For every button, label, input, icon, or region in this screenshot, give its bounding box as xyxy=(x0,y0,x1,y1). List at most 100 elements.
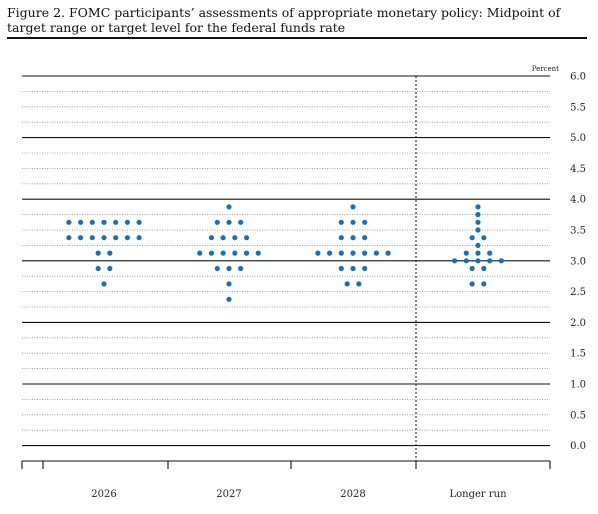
y-tick-label: 2.5 xyxy=(570,287,586,298)
participant-dot xyxy=(350,250,356,256)
participant-dot xyxy=(78,219,84,225)
participant-dot xyxy=(208,250,215,256)
participant-dot xyxy=(498,258,504,264)
participant-dot xyxy=(475,227,481,233)
participant-dot xyxy=(208,235,215,241)
participant-dot xyxy=(101,281,107,287)
participant-dot xyxy=(373,250,379,256)
gridlines xyxy=(22,75,550,447)
participant-dot xyxy=(487,258,493,264)
participant-dot xyxy=(338,219,344,225)
participant-dot xyxy=(66,219,72,225)
participant-dot xyxy=(78,235,84,241)
participant-dot xyxy=(452,258,458,264)
y-tick-label: 1.5 xyxy=(570,349,586,360)
participant-dot xyxy=(385,250,391,256)
participant-dot xyxy=(214,265,220,272)
participant-dot xyxy=(362,219,368,225)
participant-dot xyxy=(475,242,481,248)
participant-dot xyxy=(226,265,232,272)
y-tick-label: 0.0 xyxy=(570,441,586,452)
title-rule xyxy=(7,37,587,39)
participant-dot xyxy=(226,219,232,225)
participant-dot xyxy=(362,265,368,272)
participant-dot xyxy=(315,250,321,256)
participant-dot xyxy=(469,281,475,287)
x-category-label: 2026 xyxy=(91,489,116,500)
participant-dot xyxy=(463,250,469,256)
participant-dot xyxy=(463,258,469,264)
participant-dot xyxy=(101,219,107,225)
x-category-label: 2028 xyxy=(340,489,365,500)
participant-dot xyxy=(487,250,493,256)
participant-dot xyxy=(362,235,368,241)
participant-dot xyxy=(232,235,238,241)
participant-dots xyxy=(66,204,504,302)
participant-dot xyxy=(113,219,119,225)
participant-dot xyxy=(338,265,344,272)
participant-dot xyxy=(481,281,487,287)
participant-dot xyxy=(136,219,142,225)
y-tick-label: 5.5 xyxy=(570,102,586,113)
y-tick-label: 6.0 xyxy=(570,72,586,83)
x-category-label: Longer run xyxy=(449,489,507,500)
participant-dot xyxy=(232,250,238,256)
x-category-label: 2027 xyxy=(216,489,241,500)
participant-dot xyxy=(469,235,475,241)
participant-dot xyxy=(238,265,244,272)
participant-dot xyxy=(327,250,333,256)
participant-dot xyxy=(255,250,261,256)
participant-dot xyxy=(66,235,72,241)
participant-dot xyxy=(475,250,481,256)
y-tick-label: 1.0 xyxy=(570,380,586,391)
y-tick-label: 5.0 xyxy=(570,133,586,144)
participant-dot xyxy=(481,265,487,272)
axes xyxy=(21,76,551,469)
participant-dot xyxy=(243,235,250,241)
participant-dot xyxy=(338,250,344,256)
y-tick-label: 3.0 xyxy=(570,256,586,267)
participant-dot xyxy=(475,212,481,218)
participant-dot xyxy=(481,235,487,241)
y-axis-unit-label: Percent xyxy=(532,65,559,73)
participant-dot xyxy=(220,235,226,241)
figure-title: Figure 2. FOMC participants’ assessments… xyxy=(7,5,561,35)
participant-dot xyxy=(475,258,481,264)
participant-dot xyxy=(136,235,142,241)
participant-dot xyxy=(362,250,368,256)
participant-dot xyxy=(95,250,101,256)
participant-dot xyxy=(356,281,362,287)
participant-dot xyxy=(107,250,113,256)
participant-dot xyxy=(226,281,232,287)
y-tick-label: 3.5 xyxy=(570,226,586,237)
participant-dot xyxy=(350,265,356,272)
participant-dot xyxy=(214,219,220,225)
participant-dot xyxy=(95,265,101,272)
participant-dot xyxy=(350,204,356,210)
participant-dot xyxy=(344,281,350,287)
participant-dot xyxy=(89,219,95,225)
participant-dot xyxy=(124,219,130,225)
participant-dot xyxy=(350,219,356,225)
x-axis-category-labels: 2026 2027 2028 Longer run xyxy=(91,489,507,500)
participant-dot xyxy=(220,250,226,256)
participant-dot xyxy=(475,204,481,210)
participant-dot xyxy=(89,235,95,241)
participant-dot xyxy=(197,250,203,256)
participant-dot xyxy=(226,204,232,210)
participant-dot xyxy=(338,235,344,241)
participant-dot xyxy=(350,235,356,241)
participant-dot xyxy=(124,235,130,241)
participant-dot xyxy=(226,296,232,302)
y-tick-label: 4.0 xyxy=(570,195,586,206)
participant-dot xyxy=(243,250,250,256)
y-tick-label: 2.0 xyxy=(570,318,586,329)
participant-dot xyxy=(113,235,119,241)
participant-dot xyxy=(101,235,107,241)
y-tick-label: 4.5 xyxy=(570,164,586,175)
y-axis-tick-labels: 6.0 5.5 5.0 4.5 4.0 3.5 3.0 2.5 2.0 1.5 1.0 0.5 0.0 xyxy=(570,72,586,453)
participant-dot xyxy=(475,219,481,225)
participant-dot xyxy=(469,265,475,272)
participant-dot xyxy=(238,219,244,225)
